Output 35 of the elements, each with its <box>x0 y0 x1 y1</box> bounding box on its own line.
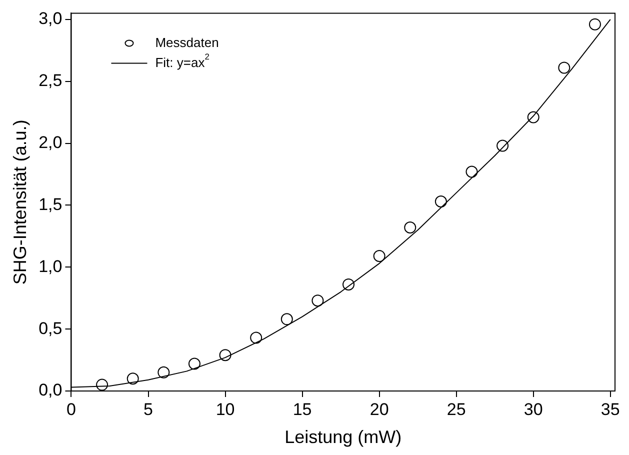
point <box>373 250 386 262</box>
y-tick-label: 2,0 <box>38 132 62 152</box>
point <box>96 378 108 391</box>
point <box>404 221 416 234</box>
point <box>219 349 232 362</box>
point <box>250 332 262 344</box>
y-tick-label: 1,0 <box>38 256 62 276</box>
x-tick-label: 10 <box>216 400 235 419</box>
point <box>466 166 478 178</box>
point <box>312 294 324 307</box>
x-tick-label: 0 <box>66 400 76 419</box>
y-axis-title: SHG-Intensität (a.u.) <box>10 120 30 285</box>
point <box>496 140 509 152</box>
y-tick-label: 1,5 <box>38 194 62 214</box>
x-axis-title: Leistung (mW) <box>284 427 402 448</box>
point <box>158 366 170 378</box>
point <box>588 18 601 30</box>
x-tick-label: 20 <box>370 400 389 419</box>
x-tick-label: 35 <box>600 400 620 419</box>
x-tick-label: 5 <box>144 400 153 419</box>
point <box>188 358 200 370</box>
point <box>527 111 540 124</box>
legend-label: Messdaten <box>155 34 219 50</box>
y-tick-label: 0,5 <box>38 318 62 338</box>
y-tick-label: 2,5 <box>38 71 62 90</box>
point <box>126 372 139 385</box>
x-tick-label: 30 <box>524 400 543 419</box>
point <box>342 278 355 290</box>
y-tick-label: 3,0 <box>38 9 62 28</box>
x-tick-label: 15 <box>292 400 312 419</box>
point <box>434 195 447 208</box>
point <box>280 313 293 326</box>
point <box>558 62 570 74</box>
x-tick-label: 25 <box>446 400 466 419</box>
y-tick-label: 0,0 <box>38 380 62 400</box>
